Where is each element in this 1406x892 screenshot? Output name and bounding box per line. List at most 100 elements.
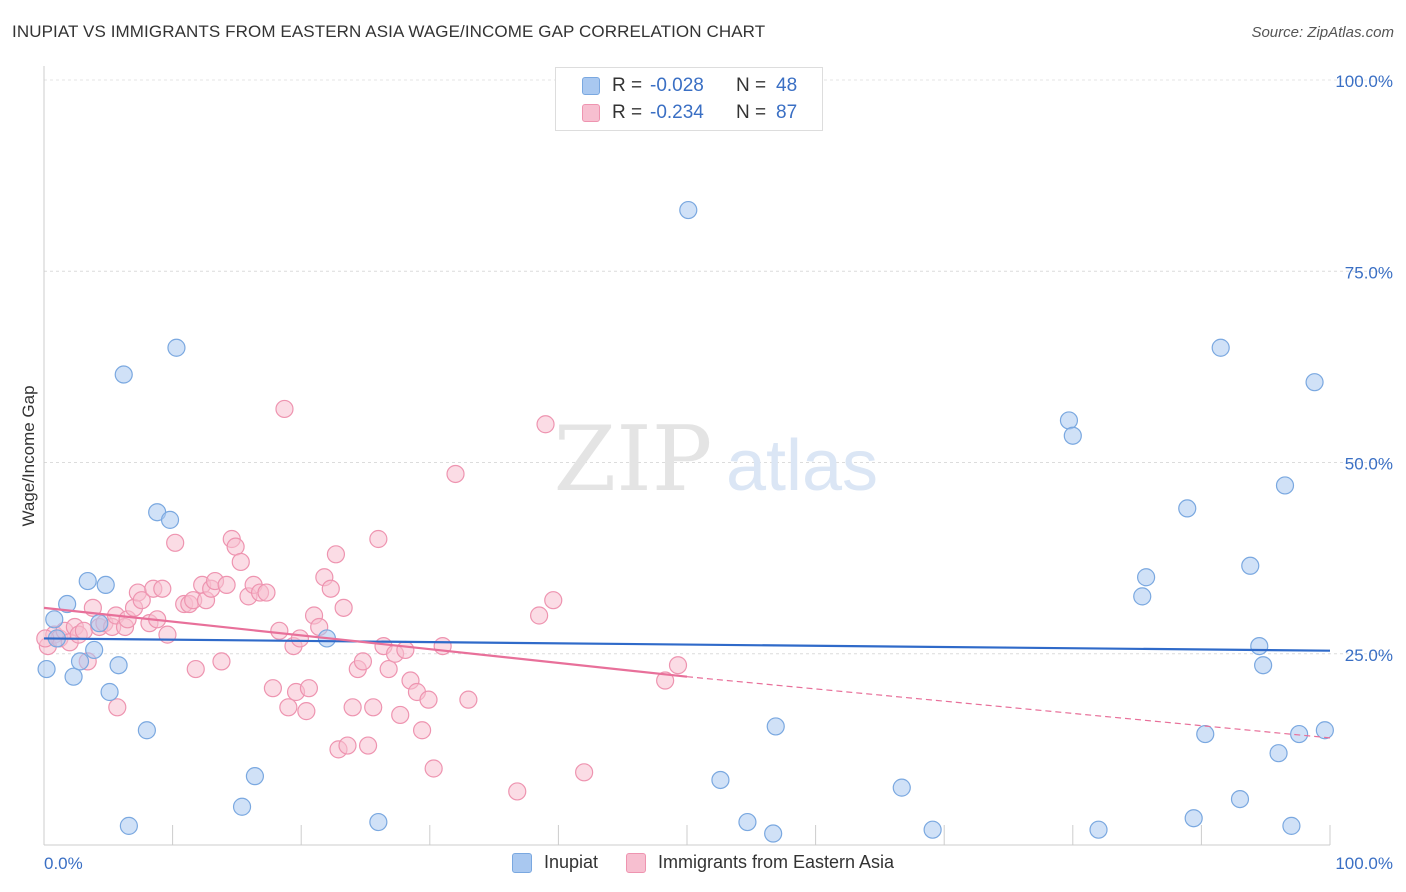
- legend-r-value: -0.234: [650, 102, 704, 123]
- data-point: [1063, 426, 1082, 445]
- data-point: [419, 690, 438, 709]
- data-point: [1290, 724, 1309, 744]
- data-point: [1133, 587, 1152, 606]
- bottom-legend-swatch-immigrants: [625, 852, 646, 873]
- data-point: [232, 797, 252, 816]
- data-point: [245, 767, 265, 786]
- y-axis-label: Wage/Income Gap: [19, 385, 38, 526]
- data-point: [64, 667, 83, 686]
- data-point: [108, 698, 127, 717]
- y-tick-labels: 25.0% 50.0% 75.0% 100.0%: [1335, 72, 1393, 665]
- y-tick-label: 50.0%: [1345, 455, 1393, 474]
- series-inupiat-points: [36, 399, 688, 801]
- bottom-legend-swatch-inupiat: [511, 852, 532, 873]
- data-point: [58, 594, 77, 614]
- data-point: [37, 659, 56, 679]
- data-point: [1196, 724, 1215, 744]
- data-point: [226, 537, 245, 556]
- data-point: [275, 399, 294, 419]
- legend-row-inupiat: R = -0.028 N = 48: [582, 74, 797, 98]
- data-point: [137, 721, 156, 740]
- data-point: [1230, 789, 1250, 809]
- data-point: [656, 671, 675, 690]
- data-point: [326, 545, 346, 564]
- x-tick-label: 0.0%: [44, 854, 83, 873]
- bottom-legend: Inupiat Immigrants from Eastern Asia: [0, 852, 1406, 873]
- data-point: [334, 598, 353, 617]
- trend-line-dashed: [686, 676, 1331, 739]
- data-point: [1282, 816, 1301, 835]
- data-point: [132, 591, 151, 610]
- legend-n-label: N =: [736, 102, 767, 123]
- data-point: [668, 656, 688, 675]
- bottom-legend-inupiat[interactable]: Inupiat: [511, 852, 598, 873]
- data-point: [1184, 809, 1203, 828]
- data-point: [1137, 568, 1156, 587]
- watermark-zip: ZIP: [554, 407, 713, 512]
- data-point: [45, 610, 64, 629]
- legend-r-value: -0.028: [650, 75, 704, 96]
- legend-row-immigrants: R = -0.234 N = 87: [582, 101, 797, 125]
- bottom-legend-immigrants[interactable]: Immigrants from Eastern Asia: [625, 852, 895, 873]
- data-point: [358, 736, 378, 755]
- data-point: [343, 698, 362, 717]
- data-point: [166, 533, 185, 552]
- data-point: [160, 510, 180, 529]
- data-point: [109, 656, 128, 675]
- data-point: [679, 200, 698, 220]
- data-point: [1178, 499, 1197, 518]
- data-point: [70, 652, 90, 671]
- data-point: [153, 579, 172, 598]
- data-point: [270, 621, 289, 640]
- data-point: [459, 690, 478, 709]
- data-point: [231, 552, 250, 572]
- data-point: [396, 640, 415, 660]
- data-point: [1059, 411, 1079, 430]
- axes: [43, 66, 1331, 846]
- data-point: [78, 571, 97, 591]
- y-tick-label: 100.0%: [1335, 72, 1393, 91]
- data-point: [1275, 476, 1295, 495]
- data-point: [290, 629, 310, 648]
- data-point: [114, 365, 133, 384]
- data-point: [369, 529, 388, 549]
- data-point: [119, 816, 138, 835]
- x-tick-labels: 0.0% 100.0%: [44, 854, 1393, 873]
- data-point: [424, 759, 443, 778]
- legend-n-label: N =: [736, 75, 767, 96]
- bottom-legend-label: Immigrants from Eastern Asia: [657, 852, 895, 872]
- data-point: [217, 575, 236, 595]
- data-point: [353, 652, 373, 671]
- source-label: Source: ZipAtlas.com: [1251, 24, 1394, 41]
- data-point: [212, 652, 231, 671]
- data-point: [299, 679, 319, 698]
- data-point: [892, 778, 911, 797]
- data-point: [530, 606, 549, 625]
- data-point: [711, 770, 730, 790]
- data-point: [1250, 636, 1269, 656]
- data-point: [279, 698, 298, 717]
- data-point: [321, 579, 340, 598]
- data-point: [1089, 820, 1108, 839]
- data-point: [85, 640, 104, 660]
- y-tick-label: 75.0%: [1345, 263, 1393, 282]
- y-tick-label: 25.0%: [1345, 646, 1393, 665]
- data-point: [1254, 656, 1273, 675]
- data-point: [446, 464, 465, 484]
- data-point: [575, 763, 594, 782]
- watermark: ZIP atlas: [554, 407, 878, 512]
- data-point: [536, 415, 555, 434]
- trend-line: [43, 606, 688, 678]
- data-point: [508, 782, 527, 801]
- data-point: [1315, 721, 1334, 740]
- legend-n-value: 87: [776, 102, 798, 123]
- legend-box: R = -0.028 N = 48 R = -0.234 N = 87: [555, 67, 823, 131]
- data-point: [167, 338, 186, 357]
- data-point: [96, 575, 115, 595]
- data-point: [1269, 744, 1288, 763]
- data-point: [412, 721, 432, 740]
- legend-r-label: R =: [612, 102, 643, 123]
- data-point: [90, 614, 109, 633]
- legend-swatch-inupiat: [582, 77, 600, 95]
- x-tick-label: 100.0%: [1335, 854, 1393, 873]
